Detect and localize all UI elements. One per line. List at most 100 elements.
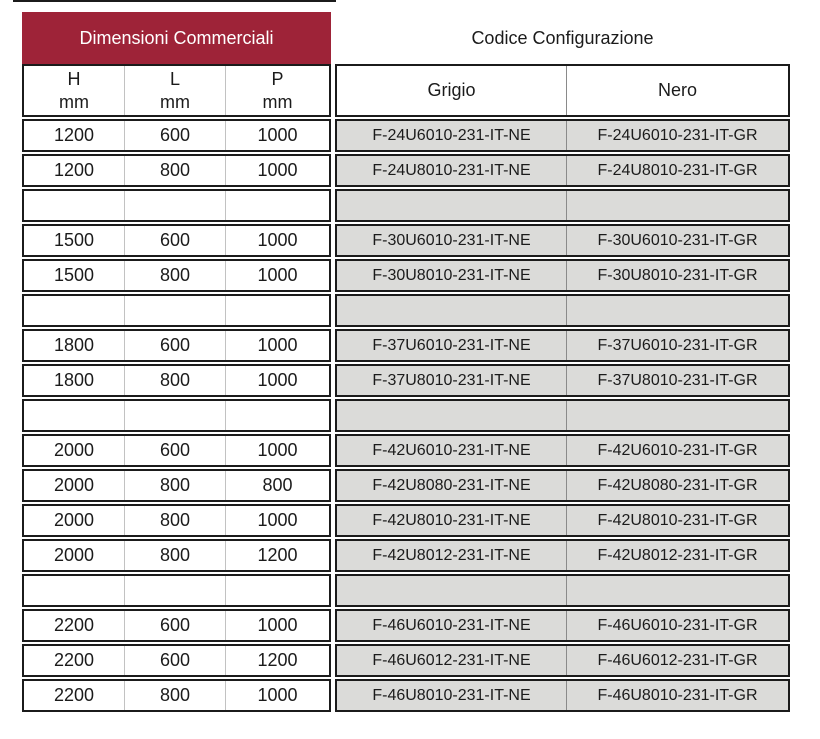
table-spacer-row bbox=[22, 189, 790, 222]
code-header-group: Grigio Nero bbox=[335, 64, 790, 117]
cell-p: 1000 bbox=[257, 440, 298, 461]
cell-h: 2000 bbox=[24, 436, 125, 465]
cell-p: 1000 bbox=[257, 265, 298, 286]
column-header-nero: Nero bbox=[567, 66, 788, 115]
table-row: 2000 800 1200 F-42U8012-231-IT-NE F-42U8012-… bbox=[22, 539, 790, 572]
column-header-l: L mm bbox=[125, 66, 226, 115]
cell-p: 1000 bbox=[257, 335, 298, 356]
cell-code-grigio: F-30U6010-231-IT-NE bbox=[337, 226, 567, 255]
cell-code-nero: F-24U6010-231-IT-GR bbox=[597, 126, 758, 144]
dimension-cells-group: 2000 800 1200 bbox=[22, 539, 331, 572]
dimension-cells-group: 2200 800 1000 bbox=[22, 679, 331, 712]
cell-l: 800 bbox=[125, 506, 226, 535]
cell-code-grigio bbox=[337, 191, 567, 220]
code-cells-group: F-42U8010-231-IT-NE F-42U8010-231-IT-GR bbox=[335, 504, 790, 537]
table-group-header-row: Dimensioni Commerciali Codice Configuraz… bbox=[22, 12, 790, 64]
column-header-h-unit: mm bbox=[59, 91, 89, 112]
cell-p bbox=[226, 401, 329, 430]
cell-code-grigio: F-42U8012-231-IT-NE bbox=[337, 541, 567, 570]
table-row: 1200 600 1000 F-24U6010-231-IT-NE F-24U6010-… bbox=[22, 119, 790, 152]
table-row: 2200 800 1000 F-46U8010-231-IT-NE F-46U8010-… bbox=[22, 679, 790, 712]
cell-code-grigio bbox=[337, 296, 567, 325]
cell-code-nero bbox=[567, 576, 788, 605]
cell-l: 800 bbox=[125, 261, 226, 290]
cell-h bbox=[24, 191, 125, 220]
column-header-nero-label: Nero bbox=[657, 80, 697, 101]
column-header-h: H mm bbox=[24, 66, 125, 115]
cell-l: 600 bbox=[125, 611, 226, 640]
code-cells-group: F-46U6012-231-IT-NE F-46U6012-231-IT-GR bbox=[335, 644, 790, 677]
cell-l: 800 bbox=[125, 156, 226, 185]
table-row: 1200 800 1000 F-24U8010-231-IT-NE F-24U8010-… bbox=[22, 154, 790, 187]
code-cells-group bbox=[335, 574, 790, 607]
dimension-cells-group: 2000 600 1000 bbox=[22, 434, 331, 467]
cell-l bbox=[125, 576, 226, 605]
cell-h: 2000 bbox=[24, 471, 125, 500]
cell-code-nero: F-37U8010-231-IT-GR bbox=[597, 371, 758, 389]
code-cells-group: F-42U8080-231-IT-NE F-42U8080-231-IT-GR bbox=[335, 469, 790, 502]
cell-p: 1200 bbox=[257, 650, 298, 671]
dimension-cells-group: 1800 600 1000 bbox=[22, 329, 331, 362]
cell-l: 600 bbox=[125, 226, 226, 255]
cell-p: 1000 bbox=[257, 510, 298, 531]
cell-code-grigio: F-46U6012-231-IT-NE bbox=[337, 646, 567, 675]
code-cells-group bbox=[335, 189, 790, 222]
cell-code-grigio: F-42U6010-231-IT-NE bbox=[337, 436, 567, 465]
cell-code-grigio bbox=[337, 401, 567, 430]
cell-l bbox=[125, 296, 226, 325]
code-cells-group bbox=[335, 399, 790, 432]
cell-p: 1200 bbox=[257, 545, 298, 566]
cell-l: 600 bbox=[125, 436, 226, 465]
cell-p: 800 bbox=[262, 475, 293, 496]
code-cells-group bbox=[335, 294, 790, 327]
column-header-p: P mm bbox=[226, 66, 329, 115]
cell-code-nero bbox=[567, 191, 788, 220]
code-cells-group: F-46U8010-231-IT-NE F-46U8010-231-IT-GR bbox=[335, 679, 790, 712]
table-row: 2200 600 1200 F-46U6012-231-IT-NE F-46U6012-… bbox=[22, 644, 790, 677]
cell-h: 1800 bbox=[24, 366, 125, 395]
cell-p: 1000 bbox=[257, 125, 298, 146]
top-edge-line bbox=[13, 0, 336, 2]
code-cells-group: F-24U8010-231-IT-NE F-24U8010-231-IT-GR bbox=[335, 154, 790, 187]
column-header-h-letter: H bbox=[67, 69, 81, 89]
dimension-cells-group: 2000 800 1000 bbox=[22, 504, 331, 537]
cell-p: 1000 bbox=[257, 370, 298, 391]
cell-p bbox=[226, 296, 329, 325]
table-row: 2000 600 1000 F-42U6010-231-IT-NE F-42U6010-… bbox=[22, 434, 790, 467]
cell-h bbox=[24, 296, 125, 325]
table-column-header-row: H mm L mm P mm Grigio Nero bbox=[22, 64, 790, 117]
cell-code-nero bbox=[567, 401, 788, 430]
cell-code-nero: F-42U8012-231-IT-GR bbox=[597, 546, 758, 564]
cell-l: 800 bbox=[125, 366, 226, 395]
cell-h: 1800 bbox=[24, 331, 125, 360]
cell-code-grigio: F-42U8010-231-IT-NE bbox=[337, 506, 567, 535]
cell-code-nero: F-30U8010-231-IT-GR bbox=[597, 266, 758, 284]
cell-p bbox=[226, 576, 329, 605]
cell-code-nero bbox=[567, 296, 788, 325]
cell-code-nero: F-30U6010-231-IT-GR bbox=[597, 231, 758, 249]
dimension-cells-group bbox=[22, 189, 331, 222]
cell-h: 2000 bbox=[24, 506, 125, 535]
cell-code-nero: F-42U6010-231-IT-GR bbox=[597, 441, 758, 459]
cell-l: 600 bbox=[125, 331, 226, 360]
code-cells-group: F-30U8010-231-IT-NE F-30U8010-231-IT-GR bbox=[335, 259, 790, 292]
dimensioni-commerciali-header: Dimensioni Commerciali bbox=[22, 12, 331, 64]
cell-l: 800 bbox=[125, 471, 226, 500]
dimension-cells-group: 2200 600 1200 bbox=[22, 644, 331, 677]
cell-l: 600 bbox=[125, 121, 226, 150]
table-row: 1500 800 1000 F-30U8010-231-IT-NE F-30U8010-… bbox=[22, 259, 790, 292]
cell-h: 2000 bbox=[24, 541, 125, 570]
code-cells-group: F-24U6010-231-IT-NE F-24U6010-231-IT-GR bbox=[335, 119, 790, 152]
code-cells-group: F-42U6010-231-IT-NE F-42U6010-231-IT-GR bbox=[335, 434, 790, 467]
code-cells-group: F-42U8012-231-IT-NE F-42U8012-231-IT-GR bbox=[335, 539, 790, 572]
column-header-grigio-label: Grigio bbox=[427, 80, 476, 101]
dimension-cells-group: 1200 800 1000 bbox=[22, 154, 331, 187]
cell-h: 1500 bbox=[24, 226, 125, 255]
cell-code-grigio: F-42U8080-231-IT-NE bbox=[337, 471, 567, 500]
cell-code-grigio: F-37U8010-231-IT-NE bbox=[337, 366, 567, 395]
cell-code-grigio: F-24U6010-231-IT-NE bbox=[337, 121, 567, 150]
table-row: 2000 800 1000 F-42U8010-231-IT-NE F-42U8010-… bbox=[22, 504, 790, 537]
cell-code-nero: F-46U6010-231-IT-GR bbox=[597, 616, 758, 634]
dimension-cells-group: 1200 600 1000 bbox=[22, 119, 331, 152]
